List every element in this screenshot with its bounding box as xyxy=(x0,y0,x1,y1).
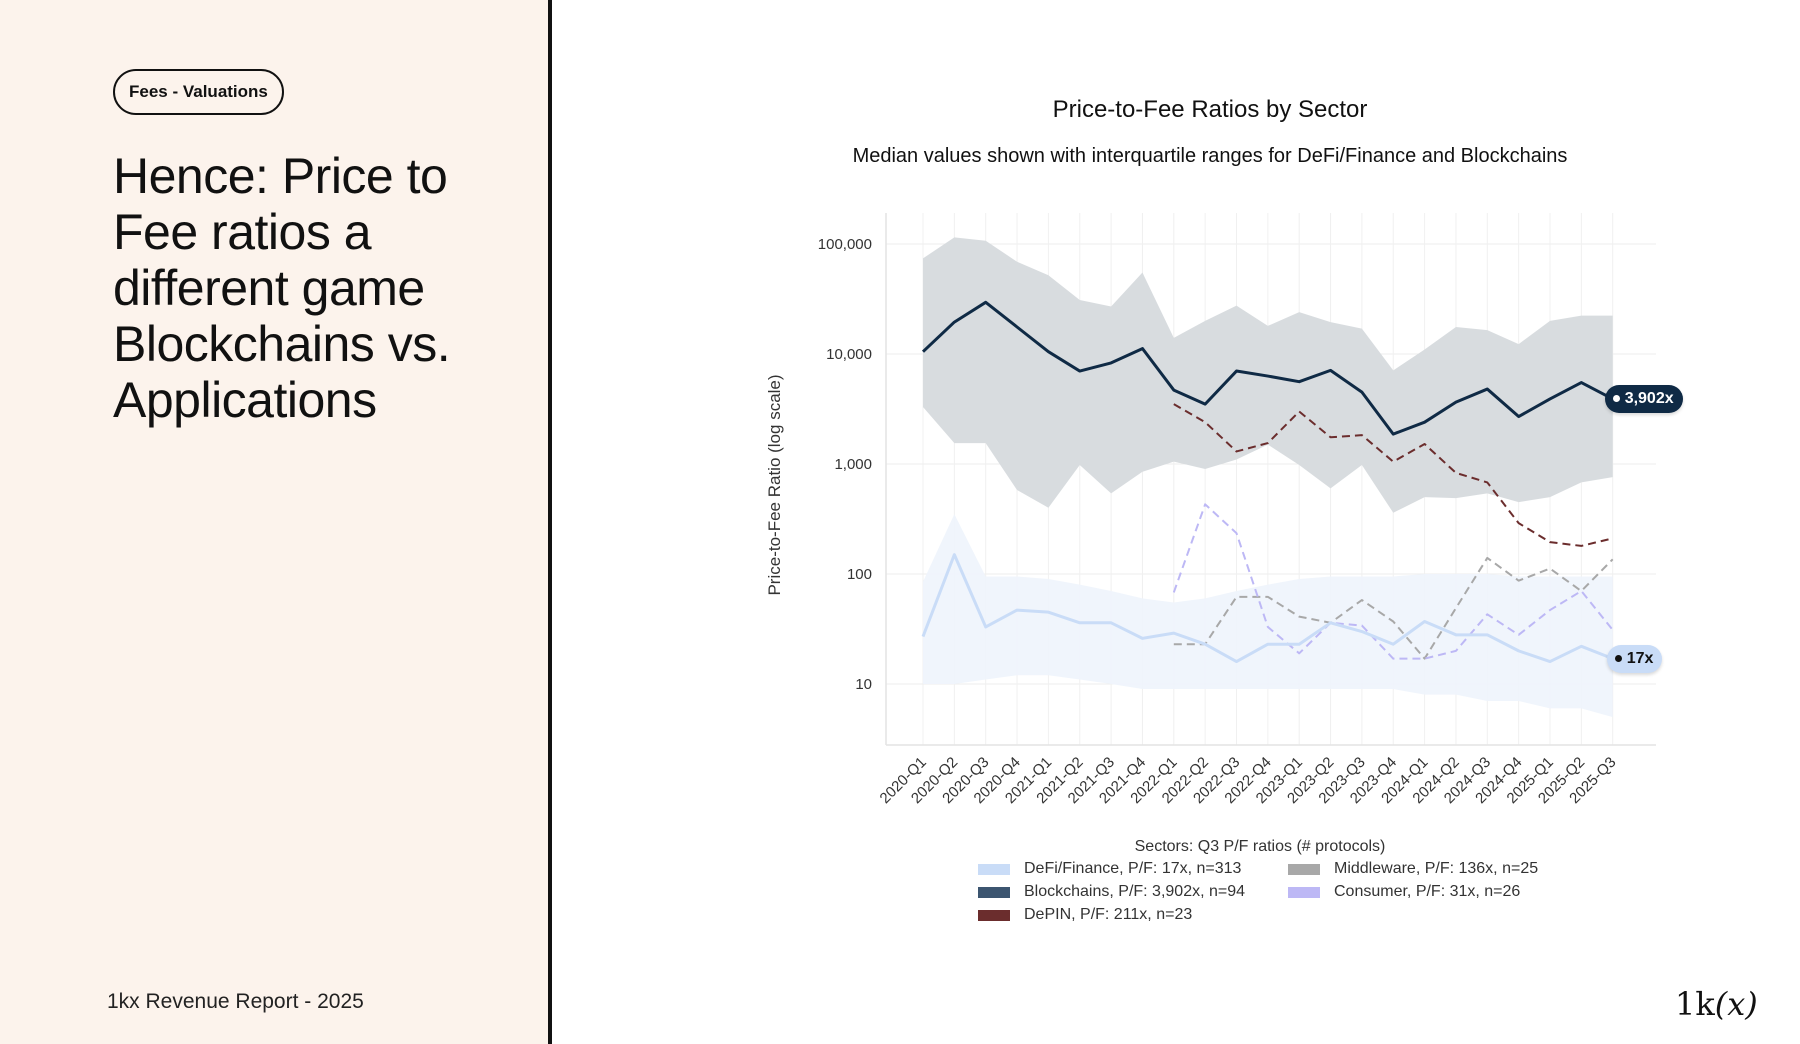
legend-item-blockchains: Blockchains, P/F: 3,902x, n=94 xyxy=(978,883,1245,901)
depin-line xyxy=(1173,403,1613,547)
left-panel: Fees - Valuations Hence: Price to Fee ra… xyxy=(0,0,548,1044)
y-tick-label: 100,000 xyxy=(818,236,872,253)
legend-item-defi: DeFi/Finance, P/F: 17x, n=313 xyxy=(978,860,1241,878)
label-dot xyxy=(1612,395,1620,403)
chart-title: Price-to-Fee Ratios by Sector xyxy=(1052,96,1368,123)
legend-swatch-blockchains xyxy=(978,886,1010,898)
defi-end-label: 17x xyxy=(1606,644,1663,673)
y-tick-label: 10,000 xyxy=(826,346,872,363)
legend-item-middleware: Middleware, P/F: 136x, n=25 xyxy=(1288,860,1538,878)
report-footer: 1kx Revenue Report - 2025 xyxy=(107,990,364,1013)
blockchains-end-value: 3,902x xyxy=(1624,389,1674,407)
chart-subtitle: Median values shown with interquartile r… xyxy=(852,145,1568,167)
blockchains-line xyxy=(921,300,1614,436)
middleware-line xyxy=(1173,556,1614,660)
brand-logo: 1k(x) xyxy=(1675,985,1758,1023)
legend-label: DeFi/Finance, P/F: 17x, n=313 xyxy=(1024,860,1242,877)
label-dot xyxy=(1614,655,1622,663)
legend-item-consumer: Consumer, P/F: 31x, n=26 xyxy=(1288,883,1520,901)
legend-swatch-depin xyxy=(978,909,1010,921)
legend-swatch-defi xyxy=(978,863,1010,875)
legend-title: Sectors: Q3 P/F ratios (# protocols) xyxy=(1134,838,1386,855)
section-tag: Fees - Valuations xyxy=(113,69,284,115)
y-tick-label: 1,000 xyxy=(834,456,872,473)
blockchains-end-label: 3,902x xyxy=(1604,384,1683,413)
logo-text: 1k xyxy=(1675,985,1715,1023)
legend-swatch-middleware xyxy=(1288,863,1320,875)
defi-iqr-band xyxy=(923,514,1613,718)
legend-label: DePIN, P/F: 211x, n=23 xyxy=(1024,906,1193,923)
y-tick-label: 100 xyxy=(847,566,872,583)
legend-label: Consumer, P/F: 31x, n=26 xyxy=(1334,883,1521,900)
defi-line xyxy=(921,553,1614,664)
y-tick-label: 10 xyxy=(855,676,872,693)
legend-item-depin: DePIN, P/F: 211x, n=23 xyxy=(978,906,1192,924)
slide-headline: Hence: Price to Fee ratios a different g… xyxy=(113,148,451,428)
panel-divider xyxy=(548,0,552,1044)
consumer-line xyxy=(1172,503,1614,660)
legend-label: Blockchains, P/F: 3,902x, n=94 xyxy=(1024,883,1246,900)
legend-swatch-consumer xyxy=(1288,886,1320,898)
defi-end-value: 17x xyxy=(1626,649,1654,667)
logo-x: (x) xyxy=(1714,985,1758,1023)
legend-label: Middleware, P/F: 136x, n=25 xyxy=(1334,860,1539,877)
